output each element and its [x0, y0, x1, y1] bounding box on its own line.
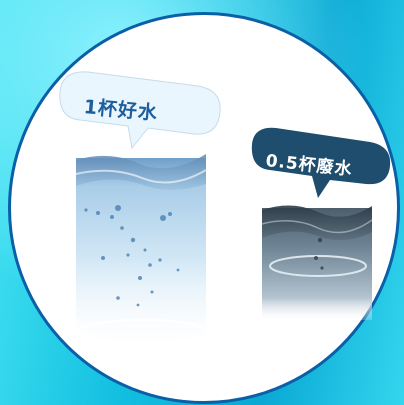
good-water-bubble-shape	[59, 71, 221, 150]
good-water-label: 1杯好水	[82, 96, 159, 125]
waste-water-bubble: 0.5杯廢水	[246, 124, 404, 196]
waste-water-bubbles	[314, 237, 324, 270]
waste-water-bubble-shape	[251, 127, 391, 198]
good-water-bubble: 1杯好水	[54, 68, 224, 146]
waste-water-glass	[261, 205, 373, 320]
good-water-glass	[75, 154, 208, 346]
waste-water-label: 0.5杯廢水	[264, 151, 354, 181]
good-water-bubbles	[84, 205, 180, 307]
